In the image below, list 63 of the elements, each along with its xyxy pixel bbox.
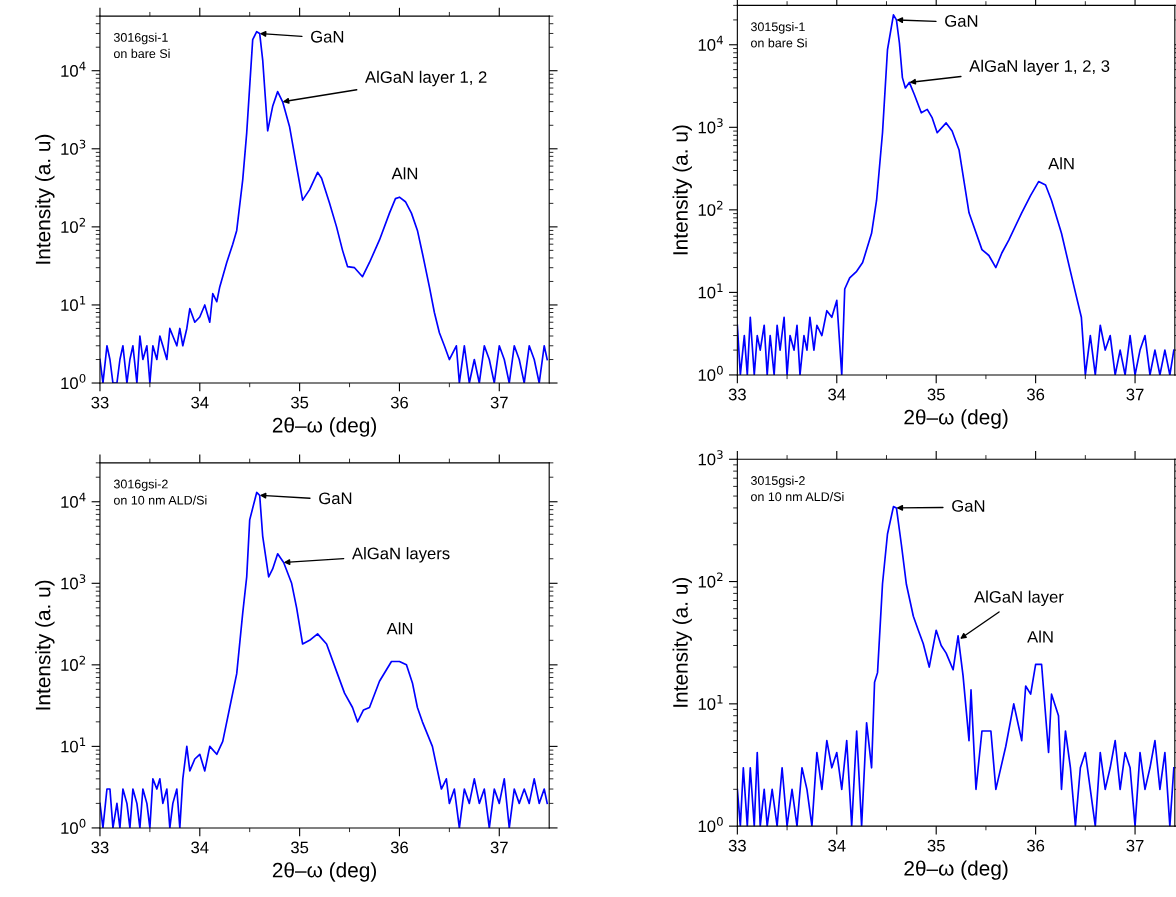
annotation: AlN [386, 622, 413, 635]
y-tick-label: 10$^{0}$ [61, 373, 86, 390]
x-tick-label: 37 [1126, 388, 1144, 401]
annotation: GaN [952, 500, 985, 512]
y-tick-label: 10$^{3}$ [61, 574, 86, 590]
x-tick-label: 33 [728, 839, 746, 852]
x-tick-label: 35 [290, 841, 309, 854]
x-tick-label: 35 [927, 839, 945, 852]
y-tick-label: 10$^{0}$ [61, 818, 86, 835]
annotation: 3016gsi-2 on 10 nm ALD/Si [113, 479, 207, 505]
annotation: AlGaN layer 1, 2 [365, 70, 487, 87]
y-tick-label: 10$^{1}$ [698, 283, 723, 299]
y-tick-label: 10$^{3}$ [61, 139, 86, 155]
x-tick-label: 36 [1027, 388, 1045, 401]
annotation: AlN [1027, 630, 1053, 643]
y-tick-label: 10$^{1}$ [698, 694, 723, 710]
x-axis-title: 2θ–ω (deg) [904, 409, 1008, 429]
annotation: 3016gsi-1 on bare Si [113, 32, 170, 59]
x-axis-title: 2θ–ω (deg) [904, 860, 1008, 880]
y-tick-label: 10$^{4}$ [61, 492, 86, 508]
annotation: GaN [945, 15, 978, 27]
y-tick-label: 10$^{0}$ [698, 365, 723, 382]
y-tick-label: 10$^{3}$ [698, 450, 723, 466]
annotation: AlGaN layer 1, 2, 3 [969, 59, 1110, 76]
y-tick-label: 10$^{2}$ [698, 200, 723, 216]
annotation: AlN [1048, 157, 1074, 170]
y-axis-title: Intensity (a. u) [35, 134, 55, 264]
y-tick-label: 10$^{1}$ [61, 295, 86, 312]
x-tick-label: 33 [728, 388, 746, 401]
x-axis-title: 2θ–ω (deg) [272, 417, 377, 437]
y-axis-title: Intensity (a. u) [672, 577, 692, 707]
annotation: AlN [391, 167, 418, 180]
x-tick-label: 33 [91, 396, 109, 409]
y-tick-label: 10$^{3}$ [698, 118, 723, 134]
x-tick-label: 36 [390, 396, 408, 409]
x-axis-title: 2θ–ω (deg) [272, 862, 377, 882]
x-tick-label: 34 [191, 396, 209, 409]
x-tick-label: 34 [828, 839, 846, 852]
y-tick-label: 10$^{2}$ [61, 655, 86, 671]
annotation: 3015gsi-1 on bare Si [750, 22, 807, 48]
y-tick-label: 10$^{4}$ [61, 61, 86, 77]
x-tick-label: 36 [1027, 839, 1045, 852]
x-tick-label: 35 [290, 396, 309, 409]
x-tick-label: 37 [1126, 839, 1144, 852]
annotation: AlGaN layers [352, 547, 450, 563]
y-axis-title: Intensity (a. u) [35, 580, 55, 710]
x-tick-label: 36 [390, 841, 408, 854]
y-tick-label: 10$^{0}$ [698, 817, 723, 833]
annotation: 3015gsi-2 on 10 nm ALD/Si [750, 475, 844, 502]
x-tick-label: 37 [490, 396, 508, 409]
annotation: GaN [319, 492, 352, 505]
x-tick-label: 34 [828, 388, 846, 401]
y-tick-label: 10$^{1}$ [61, 737, 86, 753]
y-axis-title: Intensity (a. u) [672, 125, 692, 255]
y-tick-label: 10$^{2}$ [61, 217, 86, 233]
x-tick-label: 35 [927, 388, 945, 401]
annotation: GaN [311, 30, 344, 43]
x-tick-label: 33 [91, 841, 109, 854]
y-tick-label: 10$^{4}$ [698, 35, 723, 51]
x-tick-label: 34 [191, 841, 209, 854]
annotation: AlGaN layer [974, 590, 1064, 607]
x-tick-label: 37 [490, 841, 508, 854]
y-tick-label: 10$^{2}$ [698, 572, 723, 588]
